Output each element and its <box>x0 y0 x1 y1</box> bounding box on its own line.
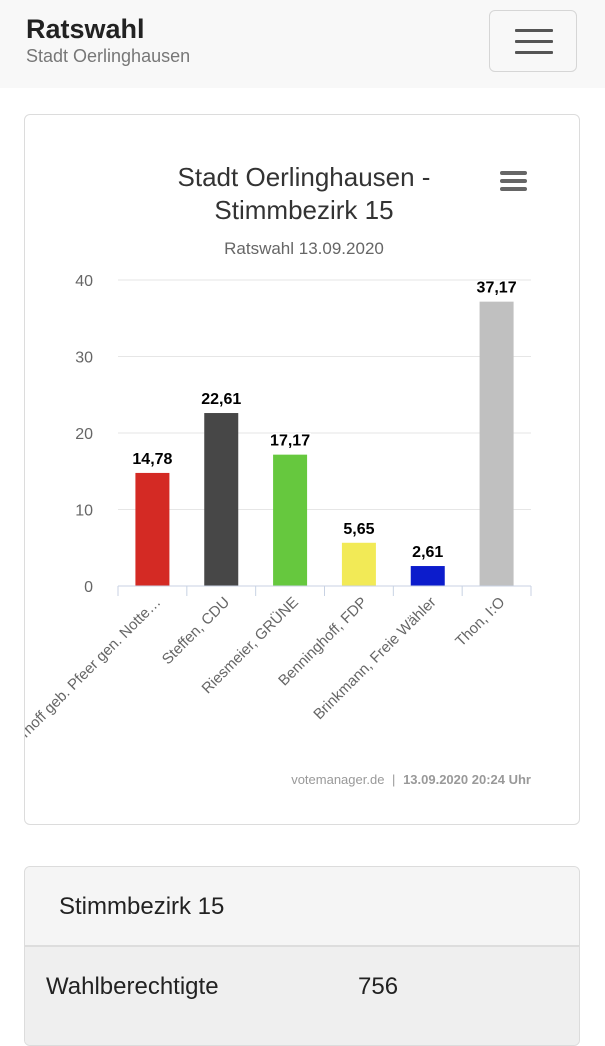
x-category-label: Steffen, CDU <box>159 594 233 668</box>
y-tick-label: 40 <box>75 273 93 290</box>
data-label: 37,17 <box>477 280 517 297</box>
stats-row-label: Wahlberechtigte <box>46 973 219 1000</box>
data-label: 14,78 <box>132 451 172 468</box>
chart-context-menu-button[interactable] <box>495 167 533 197</box>
bar[interactable] <box>341 542 376 586</box>
chart-title-line-1: Stadt Oerlinghausen - <box>178 162 431 192</box>
hamburger-icon <box>515 29 553 32</box>
stats-header: Stimmbezirk 15 <box>25 867 579 947</box>
bars <box>135 301 514 586</box>
chart-title-line-2: Stimmbezirk 15 <box>214 195 393 225</box>
bar[interactable] <box>204 413 239 586</box>
y-tick-label: 20 <box>75 426 93 443</box>
credits-link[interactable]: votemanager.de | 13.09.2020 20:24 Uhr <box>291 772 531 787</box>
grid <box>118 279 531 510</box>
bar[interactable] <box>410 566 445 586</box>
data-label: 2,61 <box>412 544 443 561</box>
top-navbar: Ratswahl Stadt Oerlinghausen <box>0 0 605 88</box>
bar[interactable] <box>273 454 308 586</box>
x-category-label: Thon, I:O <box>452 594 508 650</box>
stats-row-value: 756 <box>358 973 399 1000</box>
data-label: 22,61 <box>201 391 241 408</box>
stats-row: Wahlberechtigte 756 <box>25 947 579 1045</box>
x-category-label: Moorhoff geb. Pfeer gen. Notte… <box>25 594 164 762</box>
chart-subtitle: Ratswahl 13.09.2020 <box>224 239 384 258</box>
data-label: 5,65 <box>343 521 374 538</box>
credits-source[interactable]: votemanager.de <box>291 772 384 787</box>
bar[interactable] <box>135 472 170 586</box>
app-subtitle: Stadt Oerlinghausen <box>26 46 191 66</box>
x-axis: Moorhoff geb. Pfeer gen. Notte…Steffen, … <box>0 585 532 762</box>
stats-title: Stimmbezirk 15 <box>59 893 225 920</box>
bar[interactable] <box>479 301 514 586</box>
district-stats-card: Stimmbezirk 15 Wahlberechtigte 756 <box>24 866 580 1046</box>
bar-chart: Stadt Oerlinghausen - Stimmbezirk 15 Rat… <box>0 162 533 787</box>
chart-card: Stadt Oerlinghausen - Stimmbezirk 15 Rat… <box>0 114 580 825</box>
credits-timestamp: 13.09.2020 20:24 Uhr <box>403 772 531 787</box>
context-menu-icon <box>500 171 527 175</box>
app-title[interactable]: Ratswahl <box>26 14 145 44</box>
data-labels: 14,78 22,61 17,17 5,65 2,61 37,17 <box>131 278 518 562</box>
credits-separator: | <box>392 772 395 787</box>
y-axis: 0 10 20 30 40 <box>75 273 93 596</box>
hamburger-menu-button[interactable] <box>489 10 577 72</box>
y-tick-label: 0 <box>84 579 93 596</box>
x-category-label: Brinkmann, Freie Wähler <box>310 594 439 723</box>
y-tick-label: 10 <box>75 503 93 520</box>
y-tick-label: 30 <box>75 350 93 367</box>
hamburger-icon-line <box>515 51 553 54</box>
data-label: 17,17 <box>270 433 310 450</box>
hamburger-icon-line <box>515 40 553 43</box>
